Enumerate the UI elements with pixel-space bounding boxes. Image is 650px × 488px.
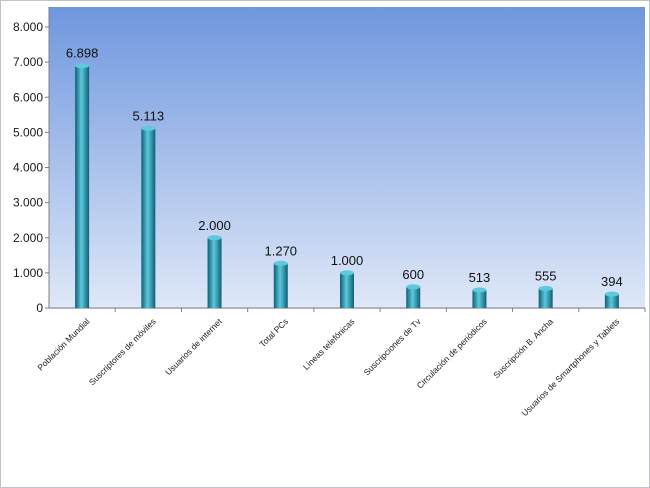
y-tick-label: 1.000 <box>13 266 43 280</box>
data-label: 555 <box>535 269 557 284</box>
bar <box>141 128 156 308</box>
bar-cap <box>273 260 288 266</box>
bar-cap <box>538 286 553 292</box>
y-tick-label: 5.000 <box>13 125 43 139</box>
bar <box>538 288 553 308</box>
bar-cap <box>207 235 222 241</box>
y-tick-label: 8.000 <box>13 20 43 34</box>
y-tick-label: 3.000 <box>13 196 43 210</box>
category-label: Total PCs <box>257 316 290 349</box>
y-tick-label: 6.000 <box>13 90 43 104</box>
category-label: Suscripción B. Ancha <box>491 316 555 380</box>
data-label: 2.000 <box>198 218 231 233</box>
bar <box>75 65 90 308</box>
y-tick-label: 2.000 <box>13 231 43 245</box>
data-label: 6.898 <box>66 46 99 61</box>
bar-cap <box>340 270 354 276</box>
bar <box>604 294 619 308</box>
category-label: Circulación de periódicos <box>415 316 489 390</box>
bar-cap <box>141 125 156 131</box>
y-tick-label: 7.000 <box>13 55 43 69</box>
category-label: Usuarios de internet <box>163 316 224 377</box>
y-tick-label: 0 <box>36 301 43 315</box>
data-label: 600 <box>402 267 424 282</box>
bar <box>207 237 222 308</box>
bar-cap <box>406 284 421 290</box>
bar-cap <box>75 63 90 69</box>
bar-cap <box>604 291 619 297</box>
data-label: 1.000 <box>331 253 364 268</box>
bar <box>472 289 487 308</box>
data-label: 513 <box>469 270 491 285</box>
data-label: 5.113 <box>133 108 165 123</box>
category-label: Población Mundial <box>35 316 91 372</box>
category-label: Suscripciones de Tv <box>362 316 424 378</box>
bar <box>340 272 354 308</box>
bar <box>273 263 288 308</box>
category-label: Líneas telefónicas <box>301 316 357 372</box>
data-label: 394 <box>601 274 623 289</box>
bar-cap <box>472 287 487 293</box>
y-tick-label: 4.000 <box>13 161 43 175</box>
category-label: Suscriptores de móviles <box>87 316 158 387</box>
data-label: 1.270 <box>265 243 298 258</box>
bar <box>406 286 421 308</box>
